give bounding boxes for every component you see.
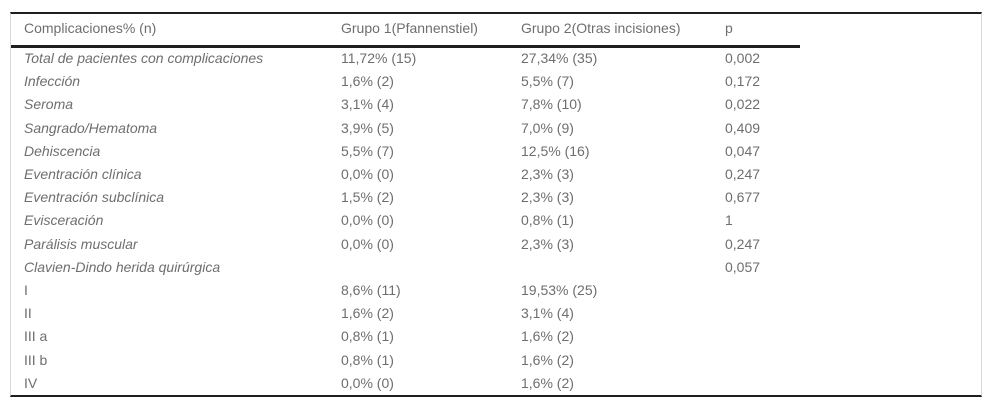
cell-label: Parálisis muscular	[24, 235, 138, 252]
cell-label: II	[24, 305, 32, 322]
cell-label: Evisceración	[24, 212, 104, 229]
cell-p: 0,022	[725, 96, 761, 113]
cell-label: III b	[24, 351, 48, 368]
cell-g2: 2,3% (3)	[521, 166, 574, 183]
cell-label: III a	[24, 328, 48, 345]
col-header-grupo1: Grupo 1(Pfannenstiel)	[341, 20, 478, 36]
cell-g1: 1,6% (2)	[341, 73, 394, 90]
cell-g2: 12,5% (16)	[521, 142, 590, 159]
table-row: I 8,6% (11) 19,53% (25)	[11, 279, 981, 302]
col-header-complicaciones: Complicaciones% (n)	[24, 20, 157, 36]
cell-g1: 8,6% (11)	[341, 282, 401, 299]
cell-label: Infección	[24, 73, 81, 90]
table-row: Evisceración 0,0% (0) 0,8% (1) 1	[11, 209, 981, 232]
cell-g2	[521, 256, 725, 279]
cell-g1: 11,72% (15)	[341, 50, 417, 66]
cell-label: I	[24, 282, 28, 299]
cell-g1: 0,0% (0)	[341, 235, 394, 252]
table-row: III a 0,8% (1) 1,6% (2)	[11, 325, 981, 348]
cell-label: Eventración subclínica	[24, 189, 165, 206]
cell-label: IV	[24, 374, 38, 391]
cell-label: Total de pacientes con complicaciones	[24, 50, 264, 66]
table-row: Sangrado/Hematoma 3,9% (5) 7,0% (9) 0,409	[11, 117, 981, 140]
cell-label: Eventración clínica	[24, 166, 142, 183]
cell-p: 0,057	[725, 258, 761, 275]
table-row: Eventración clínica 0,0% (0) 2,3% (3) 0,247	[11, 163, 981, 186]
cell-g2: 7,8% (10)	[521, 96, 582, 113]
table-row: IV 0,0% (0) 1,6% (2)	[11, 372, 981, 395]
cell-p: 0,247	[725, 235, 761, 252]
cell-g2: 0,8% (1)	[521, 212, 574, 229]
cell-g1: 0,8% (1)	[341, 328, 394, 345]
cell-p: 0,677	[725, 189, 761, 206]
table-row: Clavien-Dindo herida quirúrgica 0,057	[11, 256, 981, 279]
table-row: II 1,6% (2) 3,1% (4)	[11, 302, 981, 325]
cell-g2: 1,6% (2)	[521, 374, 574, 391]
header-rule	[11, 45, 800, 48]
cell-p	[725, 325, 981, 348]
cell-g2: 2,3% (3)	[521, 189, 574, 206]
cell-g1: 0,0% (0)	[341, 374, 394, 391]
complications-table: Complicaciones% (n) Grupo 1(Pfannenstiel…	[10, 12, 982, 398]
table-row: Dehiscencia 5,5% (7) 12,5% (16) 0,047	[11, 140, 981, 163]
cell-label: Dehiscencia	[24, 142, 101, 159]
cell-g2: 27,34% (35)	[521, 50, 598, 66]
cell-p	[725, 372, 981, 395]
cell-g1	[341, 256, 521, 279]
cell-label: Clavien-Dindo herida quirúrgica	[24, 258, 221, 275]
table-row: III b 0,8% (1) 1,6% (2)	[11, 349, 981, 372]
cell-g1: 0,0% (0)	[341, 166, 394, 183]
header-row: Complicaciones% (n) Grupo 1(Pfannenstiel…	[11, 14, 981, 47]
cell-g2: 2,3% (3)	[521, 235, 574, 252]
cell-g1: 5,5% (7)	[341, 142, 394, 159]
table-row: Infección 1,6% (2) 5,5% (7) 0,172	[11, 70, 981, 93]
col-header-p: p	[725, 20, 733, 36]
cell-g1: 0,0% (0)	[341, 212, 394, 229]
table-row: Parálisis muscular 0,0% (0) 2,3% (3) 0,247	[11, 233, 981, 256]
table-row: Eventración subclínica 1,5% (2) 2,3% (3) 0,…	[11, 186, 981, 209]
cell-g2: 3,1% (4)	[521, 305, 574, 322]
cell-g1: 1,6% (2)	[341, 305, 394, 322]
cell-p: 0,247	[725, 166, 761, 183]
cell-p: 0,002	[725, 50, 761, 66]
cell-p: 0,047	[725, 142, 761, 159]
cell-g2: 1,6% (2)	[521, 328, 574, 345]
cell-p	[725, 279, 981, 302]
cell-p: 1	[725, 212, 733, 229]
cell-p	[725, 302, 981, 325]
table-header: Complicaciones% (n) Grupo 1(Pfannenstiel…	[11, 14, 981, 47]
table-row: Seroma 3,1% (4) 7,8% (10) 0,022	[11, 93, 981, 116]
col-header-grupo2: Grupo 2(Otras incisiones)	[521, 20, 681, 36]
cell-g2: 5,5% (7)	[521, 73, 574, 90]
cell-g2: 1,6% (2)	[521, 351, 574, 368]
table-body: Total de pacientes con complicaciones 11,…	[11, 47, 981, 395]
cell-g1: 3,1% (4)	[341, 96, 394, 113]
cell-p	[725, 349, 981, 372]
cell-label: Sangrado/Hematoma	[24, 119, 158, 136]
cell-g1: 1,5% (2)	[341, 189, 394, 206]
cell-g1: 0,8% (1)	[341, 351, 394, 368]
cell-g2: 19,53% (25)	[521, 282, 598, 299]
cell-g2: 7,0% (9)	[521, 119, 574, 136]
cell-p: 0,409	[725, 119, 761, 136]
table-row: Total de pacientes con complicaciones 11,…	[11, 47, 981, 70]
cell-p: 0,172	[725, 73, 761, 90]
cell-label: Seroma	[24, 96, 74, 113]
data-table: Complicaciones% (n) Grupo 1(Pfannenstiel…	[11, 14, 981, 395]
cell-g1: 3,9% (5)	[341, 119, 394, 136]
